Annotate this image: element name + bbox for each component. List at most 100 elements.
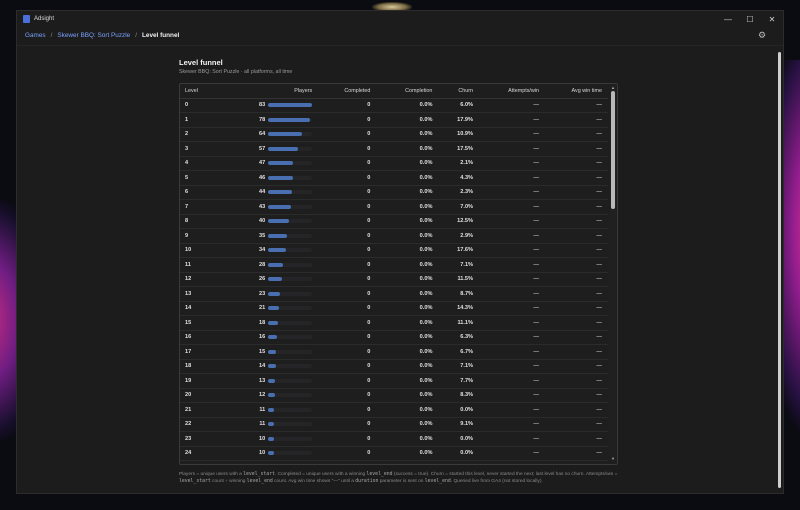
- players-bar: [268, 146, 313, 151]
- cell-completed: 0: [314, 315, 373, 331]
- players-bar-fill: [268, 146, 299, 151]
- cell-avg-win-time: —: [541, 402, 608, 418]
- players-count: 11: [259, 421, 266, 428]
- window-scrollbar-thumb[interactable]: [778, 52, 781, 488]
- breadcrumb-games[interactable]: Games: [25, 32, 46, 39]
- table-row[interactable]: 20 12 0 0.0% 8.3% — —: [180, 388, 608, 403]
- header-players[interactable]: Players: [232, 84, 315, 99]
- table-row[interactable]: 11 28 0 0.0% 7.1% — —: [180, 257, 608, 273]
- players-count: 47: [259, 160, 266, 167]
- app-icon: [23, 15, 30, 23]
- scroll-up-arrow-icon[interactable]: ▲: [611, 85, 615, 90]
- table-row[interactable]: 12 26 0 0.0% 11.5% — —: [180, 272, 608, 287]
- players-count: 13: [259, 377, 266, 384]
- cell-avg-win-time: —: [541, 446, 608, 461]
- cell-completed: 0: [314, 373, 373, 389]
- cell-churn: 7.0%: [434, 199, 476, 215]
- players-bar-fill: [268, 407, 275, 412]
- table-row[interactable]: 2 64 0 0.0% 10.9% — —: [180, 127, 608, 142]
- table-scrollbar[interactable]: ▲ ▼: [610, 85, 616, 461]
- header-churn[interactable]: Churn: [434, 84, 476, 99]
- funnel-table: Level Players Completed Completion Churn…: [180, 84, 608, 461]
- cell-players: 64: [232, 127, 315, 142]
- cell-attempts-per-win: —: [475, 257, 542, 273]
- close-button[interactable]: ✕: [768, 14, 776, 24]
- cell-attempts-per-win: —: [475, 272, 542, 287]
- table-row[interactable]: 4 47 0 0.0% 2.1% — —: [180, 156, 608, 171]
- table-row[interactable]: 18 14 0 0.0% 7.1% — —: [180, 359, 608, 374]
- cell-level: 8: [180, 214, 233, 229]
- header-completion[interactable]: Completion: [372, 84, 435, 99]
- cell-completed: 0: [314, 446, 373, 461]
- cell-avg-win-time: —: [541, 170, 608, 186]
- table-row[interactable]: 22 11 0 0.0% 9.1% — —: [180, 417, 608, 432]
- breadcrumb-game[interactable]: Skewer BBQ: Sort Puzzle: [57, 32, 131, 39]
- cell-churn: 0.0%: [434, 402, 476, 418]
- cell-completed: 0: [314, 98, 373, 113]
- footnote-code: level_end: [366, 472, 393, 477]
- minimize-button[interactable]: —: [724, 14, 732, 24]
- scroll-down-arrow-icon[interactable]: ▼: [611, 456, 615, 461]
- table-row[interactable]: 8 40 0 0.0% 12.5% — —: [180, 214, 608, 229]
- table-row[interactable]: 5 46 0 0.0% 4.3% — —: [180, 170, 608, 186]
- cell-churn: 7.1%: [434, 359, 476, 374]
- players-bar-fill: [268, 262, 284, 267]
- table-row[interactable]: 0 83 0 0.0% 6.0% — —: [180, 98, 608, 113]
- players-bar: [268, 190, 313, 195]
- table-row[interactable]: 21 11 0 0.0% 0.0% — —: [180, 402, 608, 418]
- header-avg-win-time[interactable]: Avg win time: [541, 84, 608, 99]
- table-row[interactable]: 19 13 0 0.0% 7.7% — —: [180, 373, 608, 389]
- players-bar-fill: [268, 117, 310, 122]
- cell-avg-win-time: —: [541, 199, 608, 215]
- cell-completed: 0: [314, 402, 373, 418]
- cell-completed: 0: [314, 170, 373, 186]
- cell-churn: 12.5%: [434, 214, 476, 229]
- table-row[interactable]: 13 23 0 0.0% 8.7% — —: [180, 286, 608, 302]
- players-bar-fill: [268, 233, 287, 238]
- players-bar-fill: [268, 291, 281, 296]
- table-row[interactable]: 23 10 0 0.0% 0.0% — —: [180, 431, 608, 447]
- cell-completed: 0: [314, 388, 373, 403]
- table-row[interactable]: 15 18 0 0.0% 11.1% — —: [180, 315, 608, 331]
- header-completed[interactable]: Completed: [314, 84, 373, 99]
- players-bar: [268, 393, 313, 398]
- window-scrollbar[interactable]: [777, 49, 782, 493]
- cell-level: 16: [180, 330, 233, 345]
- gear-icon[interactable]: ⚙: [758, 30, 767, 40]
- table-row[interactable]: 17 15 0 0.0% 6.7% — —: [180, 344, 608, 360]
- cell-completion: 0.0%: [372, 315, 435, 331]
- players-bar: [268, 103, 313, 108]
- title-bar: Adsight — ☐ ✕: [17, 11, 783, 27]
- table-row[interactable]: 24 10 0 0.0% 0.0% — —: [180, 446, 608, 461]
- cell-avg-win-time: —: [541, 228, 608, 244]
- footnote-code: level_end: [246, 479, 273, 484]
- footnote-text: parameter is sent on: [378, 479, 425, 484]
- cell-avg-win-time: —: [541, 330, 608, 345]
- breadcrumb: Games / Skewer BBQ: Sort Puzzle / Level …: [25, 32, 179, 39]
- table-body: 0 83 0 0.0% 6.0% — —1 78 0 0.0% 17.9% — —2 64 0 0.0% 10.…: [180, 98, 608, 461]
- header-level[interactable]: Level: [180, 84, 233, 99]
- cell-completion: 0.0%: [372, 141, 435, 157]
- cell-attempts-per-win: —: [475, 98, 542, 113]
- cell-churn: 17.5%: [434, 141, 476, 157]
- table-row[interactable]: 14 21 0 0.0% 14.3% — —: [180, 301, 608, 316]
- cell-avg-win-time: —: [541, 344, 608, 360]
- header-attempts-per-win[interactable]: Attempts/win: [475, 84, 542, 99]
- cell-avg-win-time: —: [541, 315, 608, 331]
- table-row[interactable]: 10 34 0 0.0% 17.6% — —: [180, 243, 608, 258]
- table-row[interactable]: 7 43 0 0.0% 7.0% — —: [180, 199, 608, 215]
- table-scrollbar-thumb[interactable]: [611, 91, 615, 209]
- maximize-button[interactable]: ☐: [746, 14, 754, 24]
- footnote-code: level_end: [424, 479, 451, 484]
- table-row[interactable]: 1 78 0 0.0% 17.9% — —: [180, 112, 608, 128]
- footnote-text: . Completed = unique users with a winnin…: [274, 472, 367, 477]
- footnote-text: Players = unique users with a: [179, 472, 244, 477]
- table-row[interactable]: 16 16 0 0.0% 6.3% — —: [180, 330, 608, 345]
- cell-completion: 0.0%: [372, 243, 435, 258]
- table-row[interactable]: 6 44 0 0.0% 2.3% — —: [180, 185, 608, 200]
- table-row[interactable]: 3 57 0 0.0% 17.5% — —: [180, 141, 608, 157]
- cell-churn: 4.3%: [434, 170, 476, 186]
- cell-churn: 2.9%: [434, 228, 476, 244]
- table-row[interactable]: 9 35 0 0.0% 2.9% — —: [180, 228, 608, 244]
- cell-churn: 0.0%: [434, 431, 476, 447]
